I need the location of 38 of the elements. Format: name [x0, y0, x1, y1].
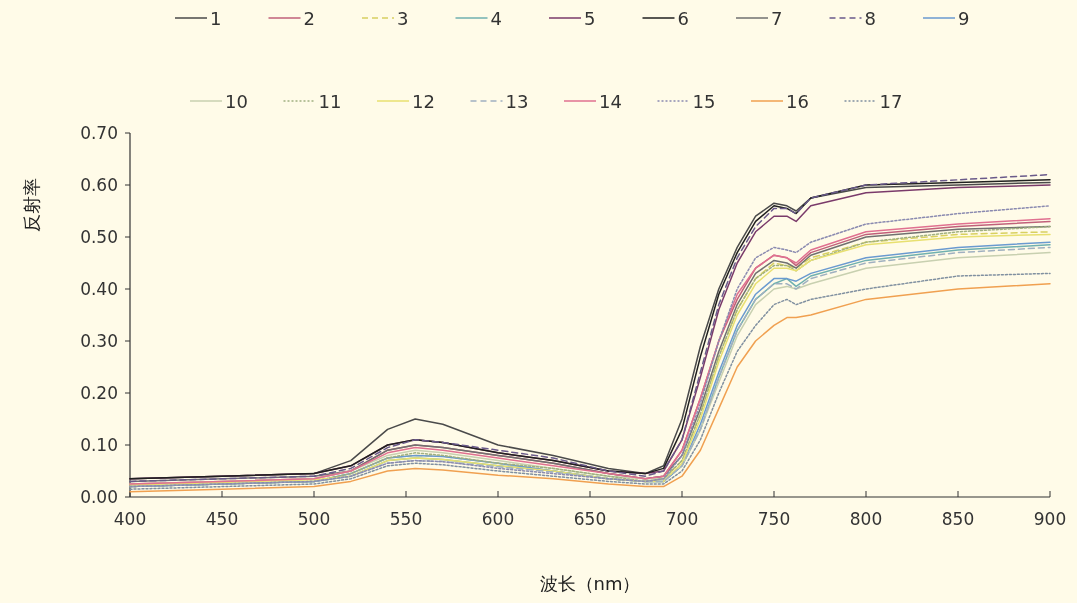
y-tick-label: 0.30: [80, 331, 118, 351]
legend-label: 9: [958, 8, 970, 29]
y-tick-label: 0.20: [80, 383, 118, 403]
x-tick-label: 600: [481, 509, 515, 529]
x-tick-label: 500: [297, 509, 331, 529]
x-axis-title: 波长（nm）: [539, 573, 641, 594]
y-tick-label: 0.40: [80, 279, 118, 299]
x-tick-label: 550: [389, 509, 423, 529]
legend-label: 7: [771, 8, 783, 29]
y-tick-label: 0.60: [80, 175, 118, 195]
legend-label: 6: [677, 8, 689, 29]
y-tick-label: 0.50: [80, 227, 118, 247]
x-tick-label: 750: [757, 509, 791, 529]
legend-label: 1: [210, 8, 222, 29]
x-tick-label: 650: [573, 509, 607, 529]
x-tick-label: 800: [849, 509, 883, 529]
x-tick-label: 850: [941, 509, 975, 529]
legend-label: 10: [225, 91, 248, 112]
legend-label: 17: [879, 91, 903, 112]
legend-label: 13: [505, 91, 529, 112]
legend-label: 4: [490, 8, 502, 29]
legend-label: 5: [584, 8, 596, 29]
x-tick-label: 400: [113, 509, 147, 529]
y-axis-title: 反射率: [21, 178, 42, 232]
legend-label: 2: [303, 8, 315, 29]
y-tick-label: 0.00: [80, 487, 118, 507]
y-tick-label: 0.10: [80, 435, 118, 455]
legend-label: 12: [412, 91, 435, 112]
y-tick-label: 0.70: [80, 123, 118, 143]
legend-label: 8: [864, 8, 876, 29]
x-tick-label: 900: [1033, 509, 1067, 529]
x-tick-label: 450: [205, 509, 239, 529]
legend-label: 16: [786, 91, 809, 112]
x-tick-label: 700: [665, 509, 699, 529]
legend-label: 14: [599, 91, 622, 112]
legend-label: 3: [397, 8, 409, 29]
legend-label: 15: [692, 91, 716, 112]
legend-label: 11: [318, 91, 342, 112]
